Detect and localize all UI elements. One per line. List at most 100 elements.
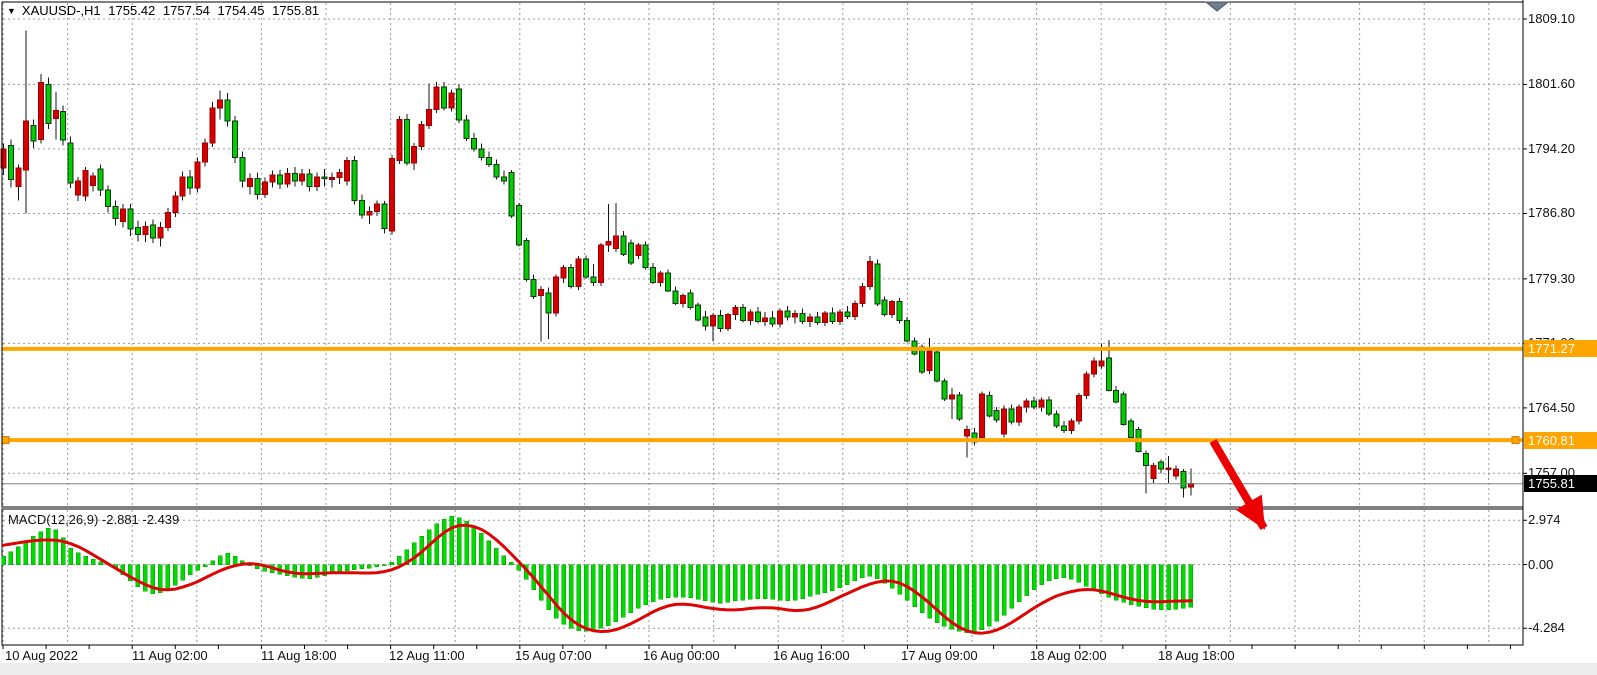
candle [702, 316, 709, 327]
candle [209, 107, 216, 144]
macd-histogram-bar [1084, 564, 1089, 587]
macd-histogram-bar [710, 564, 716, 603]
time-axis-label: 11 Aug 02:00 [132, 648, 208, 663]
macd-histogram-bar [972, 564, 977, 633]
macd-histogram-bar [733, 564, 738, 602]
hline-handle-left[interactable] [1, 436, 10, 445]
macd-histogram-bar [949, 564, 955, 630]
macd-histogram-bar [1024, 564, 1029, 596]
candle [769, 317, 776, 325]
candle [695, 304, 702, 321]
candle [388, 158, 395, 232]
time-axis-label: 10 Aug 2022 [5, 648, 79, 663]
macd-histogram-bar [1061, 564, 1067, 579]
candle [672, 290, 679, 304]
macd-histogram-bar [434, 523, 439, 565]
candle [500, 176, 507, 182]
candle [60, 110, 67, 141]
macd-indicator-label: MACD(12,26,9) -2.881 -2.439 [8, 512, 180, 527]
candle [612, 235, 619, 249]
candle [90, 175, 97, 187]
macd-histogram-bar [143, 564, 148, 592]
macd-histogram-bar [46, 527, 51, 565]
price-axis-label: 1801.60 [1528, 76, 1575, 92]
candle [560, 267, 567, 279]
candle [575, 258, 582, 288]
candle [134, 226, 141, 235]
hline-handle-right[interactable] [1511, 436, 1520, 445]
candle [553, 276, 560, 314]
candle [1016, 406, 1023, 423]
candle [82, 170, 89, 197]
symbol-menu-icon[interactable]: ▼ [7, 6, 16, 16]
macd-histogram-bar [1091, 564, 1097, 591]
macd-histogram-bar [1076, 564, 1082, 583]
price-axis-label: 1809.10 [1528, 11, 1575, 26]
candle [754, 311, 761, 323]
time-axis-label: 18 Aug 18:00 [1158, 648, 1235, 663]
candle [202, 142, 209, 163]
macd-histogram-bar [1, 556, 6, 565]
candle [874, 263, 881, 305]
macd-histogram-bar [1181, 564, 1186, 609]
candle [358, 199, 365, 216]
price-axis-label: 1786.80 [1528, 205, 1575, 221]
macd-histogram-bar [314, 564, 320, 578]
candle [299, 173, 306, 182]
candle [224, 99, 231, 122]
candle [620, 235, 627, 255]
macd-histogram-bar [23, 541, 29, 565]
candle [187, 176, 194, 189]
candle [403, 118, 410, 164]
candle [75, 180, 82, 196]
candle [254, 178, 261, 195]
macd-histogram-bar [441, 518, 447, 565]
candle [896, 301, 903, 322]
macd-histogram-bar [755, 564, 761, 599]
candle [239, 157, 246, 182]
macd-axis-label: -4.284 [1528, 620, 1565, 636]
macd-histogram-bar [180, 564, 185, 581]
candle [530, 279, 537, 297]
macd-histogram-bar [553, 564, 559, 619]
macd-histogram-bar [210, 560, 215, 565]
candle [448, 92, 455, 109]
trend-arrow[interactable] [1209, 438, 1268, 531]
candle [112, 205, 119, 220]
candle [993, 410, 1000, 421]
candle [986, 395, 993, 417]
macd-histogram-bar [75, 552, 81, 565]
macd-histogram-bar [934, 564, 940, 623]
macd-histogram-bar [979, 564, 985, 631]
candle [119, 208, 126, 222]
macd-histogram-bar [680, 564, 686, 598]
macd-histogram-bar [845, 564, 850, 585]
candle [276, 174, 283, 185]
candle [149, 224, 156, 239]
candle [881, 299, 888, 316]
candle [194, 161, 201, 189]
macd-histogram-bar [748, 564, 753, 600]
candle [523, 239, 530, 281]
chart-shift-marker[interactable] [1204, 1, 1230, 12]
candle [978, 393, 985, 439]
macd-histogram-bar [807, 564, 813, 597]
candle [269, 174, 276, 183]
candle [493, 164, 500, 178]
candle [926, 350, 933, 371]
candle [709, 314, 716, 327]
candle [366, 211, 373, 216]
time-axis-label: 18 Aug 02:00 [1030, 648, 1107, 663]
candle [1031, 400, 1038, 408]
chart-title: ▼ XAUUSD-,H1 1755.42 1757.54 1754.45 1755… [7, 3, 323, 18]
macd-histogram-bar [367, 564, 372, 569]
macd-histogram-bar [1173, 564, 1179, 610]
candle [485, 157, 492, 166]
candle [426, 109, 433, 126]
candle [717, 314, 724, 330]
candle [851, 302, 858, 317]
candle [687, 292, 694, 309]
candle [97, 168, 104, 191]
